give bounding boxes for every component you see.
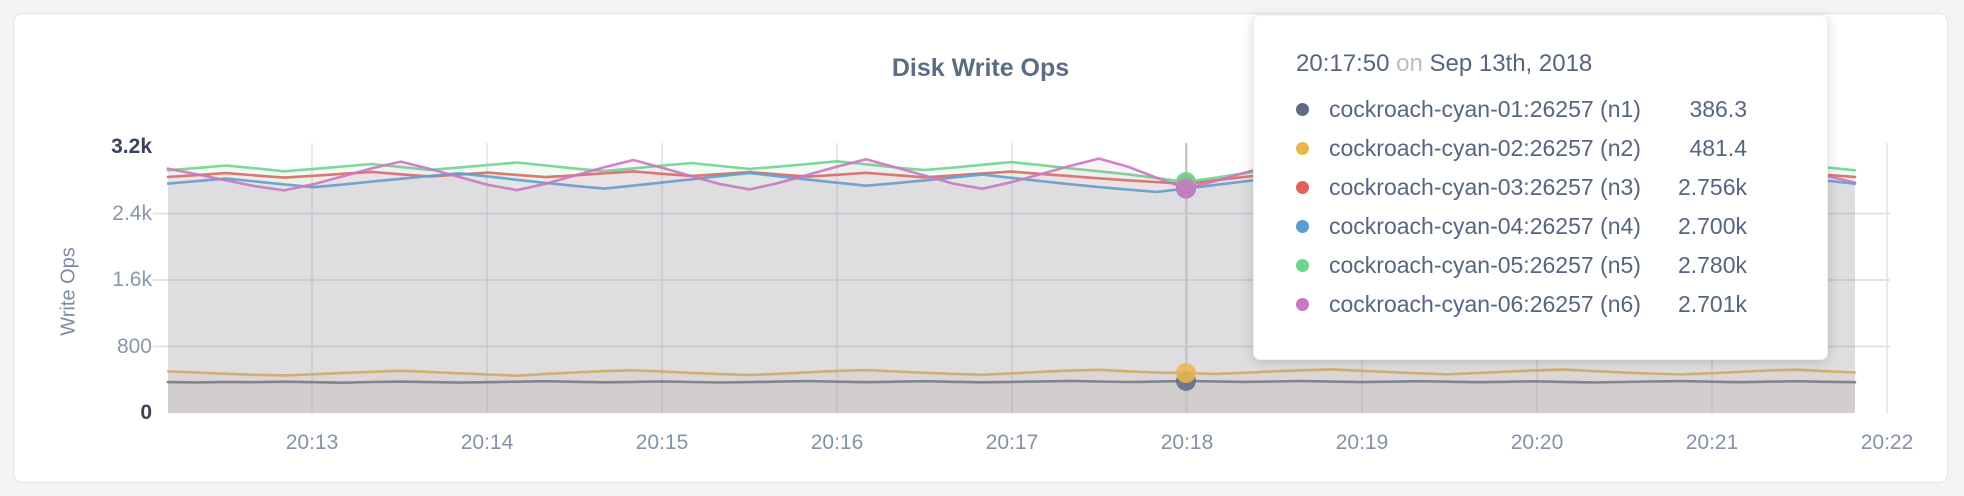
x-tick-label: 20:21 — [1685, 431, 1739, 454]
series-color-dot-icon — [1296, 181, 1309, 194]
series-color-dot-icon — [1296, 259, 1309, 272]
tooltip-conjunction: on — [1396, 50, 1423, 77]
hover-point — [1176, 178, 1197, 199]
tooltip-series-name: cockroach-cyan-03:26257 (n3) — [1329, 174, 1641, 200]
tooltip-series-name: cockroach-cyan-06:26257 (n6) — [1329, 291, 1641, 317]
y-tick-label: 2.4k — [112, 201, 152, 225]
x-tick-label: 20:18 — [1160, 431, 1214, 454]
x-tick-label: 20:16 — [810, 431, 864, 454]
tooltip-row: cockroach-cyan-04:26257 (n4) 2.700k — [1296, 207, 1747, 246]
y-tick-label: 3.2k — [111, 135, 152, 158]
y-tick-label: 1.6k — [112, 268, 152, 291]
tooltip-series-name: cockroach-cyan-04:26257 (n4) — [1329, 213, 1641, 239]
x-tick-label: 20:19 — [1335, 431, 1389, 454]
series-color-dot-icon — [1296, 298, 1309, 311]
x-tick-label: 20:14 — [460, 431, 514, 454]
x-tick-label: 20:15 — [635, 431, 689, 454]
series-line — [166, 368, 1857, 378]
tooltip-row: cockroach-cyan-01:26257 (n1) 386.3 — [1296, 90, 1747, 129]
tooltip-time: 20:17:50 — [1296, 50, 1390, 77]
hover-point — [1176, 363, 1197, 384]
x-tick-label: 20:22 — [1860, 431, 1914, 454]
tooltip-row: cockroach-cyan-03:26257 (n3) 2.756k — [1296, 168, 1747, 207]
series-area — [168, 369, 1855, 413]
x-tick-label: 20:17 — [985, 431, 1039, 454]
x-tick-label: 20:13 — [285, 431, 339, 454]
hover-tooltip: 20:17:50 on Sep 13th, 2018 cockroach-cya… — [1253, 15, 1828, 360]
tooltip-series-value: 2.780k — [1677, 252, 1747, 278]
tooltip-series-value: 2.701k — [1677, 291, 1747, 317]
tooltip-header: 20:17:50 on Sep 13th, 2018 — [1296, 50, 1747, 78]
tooltip-series-list: cockroach-cyan-01:26257 (n1) 386.3 cockroa… — [1296, 90, 1747, 324]
series-color-dot-icon — [1296, 142, 1309, 155]
series-line — [166, 379, 1857, 385]
tooltip-date: Sep 13th, 2018 — [1429, 50, 1593, 77]
x-tick-label: 20:20 — [1510, 431, 1564, 454]
tooltip-row: cockroach-cyan-05:26257 (n5) 2.780k — [1296, 246, 1747, 285]
tooltip-series-value: 2.756k — [1677, 174, 1747, 200]
y-tick-label: 0 — [140, 401, 152, 424]
tooltip-series-name: cockroach-cyan-01:26257 (n1) — [1329, 96, 1641, 122]
y-tick-label: 800 — [116, 334, 152, 358]
tooltip-series-name: cockroach-cyan-05:26257 (n5) — [1329, 252, 1641, 278]
tooltip-series-name: cockroach-cyan-02:26257 (n2) — [1329, 135, 1641, 161]
series-color-dot-icon — [1296, 220, 1309, 233]
series-color-dot-icon — [1296, 103, 1309, 116]
tooltip-series-value: 386.3 — [1689, 96, 1747, 122]
tooltip-series-value: 481.4 — [1689, 135, 1747, 161]
chart-title: Disk Write Ops — [891, 54, 1070, 82]
tooltip-series-value: 2.700k — [1677, 213, 1747, 239]
tooltip-row: cockroach-cyan-02:26257 (n2) 481.4 — [1296, 129, 1747, 168]
series-area — [168, 380, 1855, 413]
tooltip-row: cockroach-cyan-06:26257 (n6) 2.701k — [1296, 285, 1747, 324]
